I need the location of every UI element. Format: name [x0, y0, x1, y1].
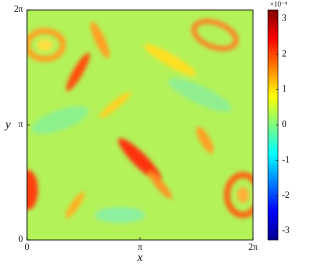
colorbar-tick-label: 2	[282, 48, 287, 58]
colorbar-tick-label: 1	[282, 84, 287, 94]
x-axis-label: x	[136, 250, 143, 264]
y-tick-label: 2π	[14, 4, 24, 14]
colorbar-tick-label: -1	[282, 154, 290, 164]
field	[27, 10, 253, 240]
y-tick-label: π	[18, 119, 23, 129]
colorbar-tick-label: 0	[282, 119, 287, 129]
x-tick-label: 0	[25, 242, 30, 252]
chart: x y ×10⁻⁴ 0 π 2π 0 π 2π -3 -2 -1 0 1 2 3	[4, 1, 290, 264]
colorbar-tick-label: -3	[282, 225, 290, 235]
colorbar-offset: ×10⁻⁴	[270, 1, 288, 9]
x-tick-label: π	[138, 242, 143, 252]
y-axis-label: y	[4, 117, 11, 131]
y-tick-label: 0	[19, 234, 24, 244]
colorbar-tick-label: -2	[282, 190, 290, 200]
colorbar-tick-label: 3	[282, 13, 287, 23]
x-tick-label: 2π	[248, 242, 258, 252]
